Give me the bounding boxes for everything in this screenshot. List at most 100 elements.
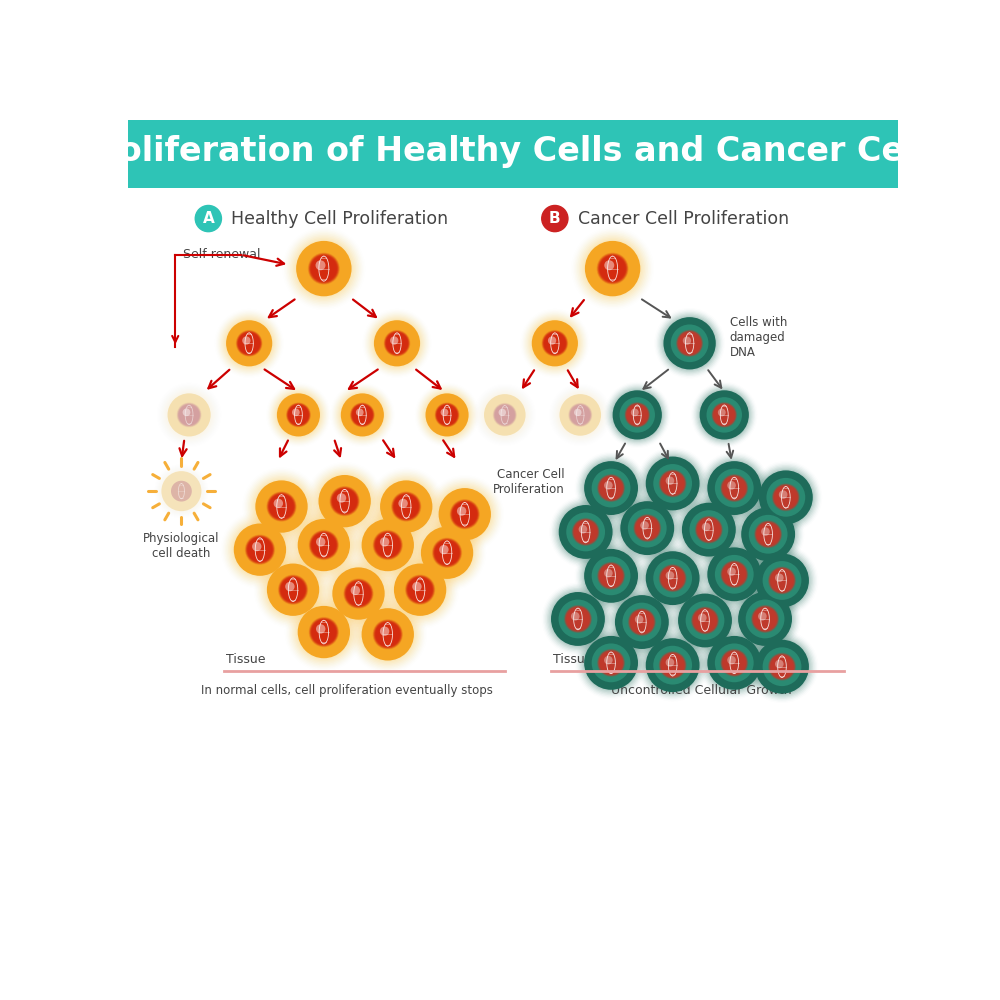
Circle shape <box>758 469 814 526</box>
Circle shape <box>386 332 408 354</box>
Circle shape <box>313 621 335 643</box>
Circle shape <box>692 608 718 633</box>
Circle shape <box>660 566 685 590</box>
Circle shape <box>376 476 437 537</box>
Circle shape <box>723 477 745 499</box>
Circle shape <box>340 392 385 438</box>
Circle shape <box>659 565 686 592</box>
Circle shape <box>332 488 358 514</box>
Circle shape <box>550 591 606 647</box>
Circle shape <box>374 320 420 366</box>
Circle shape <box>329 486 360 516</box>
Circle shape <box>692 607 718 634</box>
Circle shape <box>377 477 435 536</box>
Circle shape <box>660 653 685 677</box>
Circle shape <box>390 559 451 620</box>
Circle shape <box>308 253 340 285</box>
Circle shape <box>274 499 283 508</box>
Circle shape <box>630 610 654 634</box>
Circle shape <box>289 406 308 424</box>
Circle shape <box>600 477 622 499</box>
Circle shape <box>483 393 527 437</box>
Circle shape <box>314 471 375 532</box>
Circle shape <box>405 575 435 604</box>
Circle shape <box>222 316 276 370</box>
Circle shape <box>627 404 648 426</box>
Circle shape <box>598 562 624 589</box>
Circle shape <box>263 559 324 620</box>
Circle shape <box>558 393 602 437</box>
Circle shape <box>750 548 814 613</box>
Circle shape <box>310 255 338 282</box>
Circle shape <box>290 235 358 302</box>
Circle shape <box>354 601 421 668</box>
Circle shape <box>753 607 777 631</box>
Circle shape <box>754 465 818 530</box>
Circle shape <box>250 475 313 538</box>
Circle shape <box>385 331 409 355</box>
Circle shape <box>394 495 418 518</box>
Circle shape <box>554 388 607 441</box>
Circle shape <box>678 332 701 355</box>
Circle shape <box>370 316 424 370</box>
Circle shape <box>573 520 598 544</box>
Circle shape <box>225 319 274 368</box>
Circle shape <box>329 564 388 623</box>
Circle shape <box>245 535 275 564</box>
Circle shape <box>245 534 275 565</box>
Circle shape <box>408 578 432 601</box>
Circle shape <box>599 476 623 500</box>
Circle shape <box>450 500 479 529</box>
Circle shape <box>392 562 448 617</box>
Circle shape <box>287 403 310 426</box>
Circle shape <box>391 491 421 522</box>
Circle shape <box>385 331 409 356</box>
Circle shape <box>375 621 401 647</box>
Circle shape <box>570 405 591 425</box>
Circle shape <box>409 579 431 601</box>
Circle shape <box>312 620 336 644</box>
Circle shape <box>727 656 736 664</box>
Circle shape <box>177 402 202 427</box>
Circle shape <box>357 515 418 576</box>
Circle shape <box>597 253 629 285</box>
Circle shape <box>248 538 272 561</box>
Circle shape <box>163 389 215 441</box>
Circle shape <box>179 405 199 425</box>
Circle shape <box>166 392 212 438</box>
Circle shape <box>272 389 325 441</box>
Circle shape <box>436 404 458 426</box>
Circle shape <box>405 575 435 605</box>
Circle shape <box>579 235 646 302</box>
Circle shape <box>316 624 325 634</box>
Circle shape <box>775 573 784 582</box>
Circle shape <box>438 406 456 424</box>
Circle shape <box>398 499 408 508</box>
Circle shape <box>571 406 590 424</box>
Circle shape <box>280 577 306 603</box>
Circle shape <box>546 587 610 651</box>
Circle shape <box>165 391 213 439</box>
Circle shape <box>750 634 814 699</box>
Circle shape <box>631 611 653 633</box>
Circle shape <box>622 603 661 641</box>
Circle shape <box>723 651 746 675</box>
Circle shape <box>532 320 578 366</box>
Circle shape <box>269 494 294 519</box>
Circle shape <box>247 537 273 563</box>
Circle shape <box>220 314 279 373</box>
Circle shape <box>353 406 372 424</box>
Circle shape <box>631 409 639 416</box>
Circle shape <box>723 476 746 500</box>
Circle shape <box>574 520 597 544</box>
Circle shape <box>557 392 603 438</box>
Circle shape <box>643 636 702 695</box>
Circle shape <box>597 649 625 677</box>
Circle shape <box>754 552 810 609</box>
Circle shape <box>763 561 801 600</box>
Circle shape <box>600 256 625 281</box>
Circle shape <box>310 532 337 559</box>
FancyBboxPatch shape <box>124 116 901 188</box>
Circle shape <box>375 622 400 647</box>
Circle shape <box>660 652 686 678</box>
